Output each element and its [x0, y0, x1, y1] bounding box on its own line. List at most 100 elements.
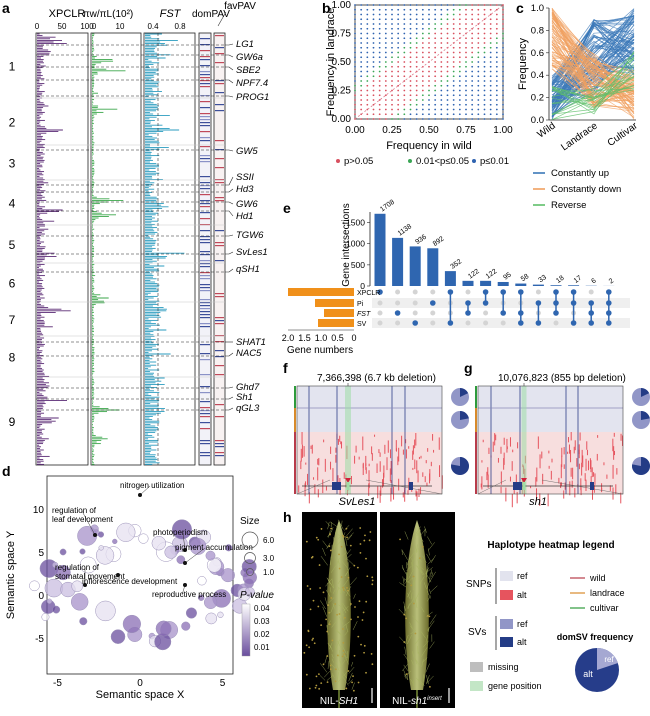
scatter-point — [453, 99, 455, 101]
seed — [335, 668, 337, 670]
dompav-mark — [200, 290, 210, 291]
scatter-point — [490, 56, 492, 58]
dompav-mark — [200, 56, 210, 57]
scatter-point — [360, 94, 362, 96]
scatter-point — [379, 118, 381, 120]
scatter-point — [484, 33, 486, 35]
scatter-point — [360, 14, 362, 16]
scatter-point — [422, 94, 424, 96]
scatter-point — [459, 42, 461, 44]
upset-bar-label: 33 — [538, 274, 548, 284]
scatter-point — [453, 23, 455, 25]
scatter-point — [477, 52, 479, 54]
scatter-point — [477, 61, 479, 63]
scatter-point — [434, 42, 436, 44]
go-bubble — [123, 615, 141, 633]
scatter-point — [447, 71, 449, 73]
scatter-point — [484, 14, 486, 16]
snp-alt-mark — [312, 445, 313, 454]
scatter-point — [403, 14, 405, 16]
gene-label: qGL3 — [236, 403, 260, 414]
snp-alt-mark — [581, 463, 582, 476]
gene-exon — [409, 482, 413, 490]
snp-alt-mark — [362, 437, 363, 451]
go-bubble — [152, 536, 166, 550]
scatter-point — [410, 85, 412, 87]
snp-alt-mark — [504, 453, 505, 465]
pvalue-legend-title: P-value — [240, 590, 274, 601]
dompav-mark — [200, 413, 210, 414]
scatter-point — [502, 66, 504, 68]
scatter-point — [465, 85, 467, 87]
favpav-mark — [215, 110, 224, 111]
scatter-point — [447, 118, 449, 120]
chromosome-label: 1 — [9, 60, 16, 74]
scatter-point — [416, 4, 418, 6]
scatter-point — [465, 47, 467, 49]
semantic-x-tick: 0 — [137, 678, 143, 689]
dompav-mark — [200, 443, 210, 444]
seed — [326, 655, 328, 657]
scatter-point — [379, 94, 381, 96]
scatter-point — [428, 71, 430, 73]
snp-alt-mark — [432, 434, 433, 441]
snp-alt-mark — [302, 432, 303, 445]
pi-track — [92, 34, 125, 464]
snp-alt-mark — [567, 452, 568, 454]
go-annotation-label: regulation of — [52, 506, 97, 515]
semantic-y-tick: 10 — [33, 505, 45, 516]
scatter-point — [360, 23, 362, 25]
scatter-point — [391, 33, 393, 35]
scatter-point — [373, 66, 375, 68]
scatter-point — [360, 9, 362, 11]
scatter-point — [422, 9, 424, 11]
scatter-point — [447, 9, 449, 11]
snp-alt-mark — [597, 435, 598, 438]
snp-alt-mark — [330, 447, 331, 454]
seed — [327, 604, 329, 606]
dompav-mark — [200, 326, 210, 327]
scatter-point — [385, 61, 387, 63]
scatter-point — [434, 47, 436, 49]
dompav-mark — [200, 287, 210, 288]
scatter-point — [471, 61, 473, 63]
scatter-point — [490, 109, 492, 111]
panel-label-a: a — [2, 0, 10, 16]
scatter-point — [416, 61, 418, 63]
scatter-point — [354, 71, 356, 73]
scatter-point — [477, 33, 479, 35]
scatter-point — [496, 18, 498, 20]
snp-alt-mark — [574, 447, 575, 454]
go-annotation-label: pigment accumulation — [175, 543, 253, 552]
scatter-point — [397, 99, 399, 101]
scatter-point — [416, 33, 418, 35]
scatter-point — [496, 99, 498, 101]
scatter-point — [403, 118, 405, 120]
scatter-point — [403, 42, 405, 44]
scatter-point — [397, 94, 399, 96]
scatter-point — [391, 66, 393, 68]
dompav-mark — [200, 401, 210, 402]
scatter-point — [428, 109, 430, 111]
dompav-mark — [200, 284, 210, 285]
dompav-mark — [200, 392, 210, 393]
go-bubble — [156, 621, 171, 636]
scatter-point — [440, 23, 442, 25]
scatter-point — [366, 56, 368, 58]
scatter-point — [422, 23, 424, 25]
scatter-point — [447, 42, 449, 44]
seed — [330, 528, 332, 530]
scatter-point — [410, 52, 412, 54]
domsv-title: domSV frequency — [557, 632, 634, 642]
scatter-point — [465, 56, 467, 58]
scatter-point — [422, 14, 424, 16]
scatter-point — [434, 52, 436, 54]
seed — [365, 672, 367, 674]
snp-alt-mark — [568, 437, 569, 442]
go-bubble — [197, 576, 206, 585]
scatter-point — [410, 80, 412, 82]
upset-empty-dot — [395, 301, 400, 306]
seed — [339, 613, 341, 615]
snp-alt-mark — [580, 432, 581, 440]
